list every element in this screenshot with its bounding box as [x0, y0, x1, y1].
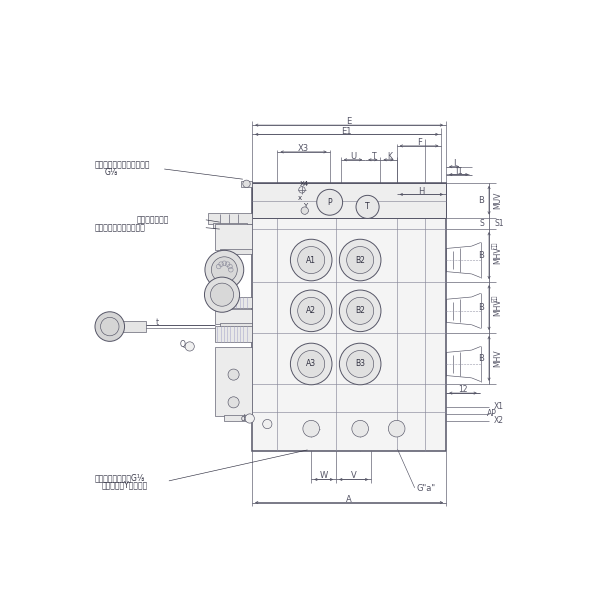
Bar: [220, 323, 252, 328]
Bar: [224, 415, 252, 421]
Circle shape: [317, 190, 343, 215]
Circle shape: [228, 397, 239, 408]
Text: 振分: 振分: [492, 295, 497, 302]
Text: パイロットポートG⅛: パイロットポートG⅛: [95, 473, 145, 482]
Text: H: H: [418, 187, 425, 196]
Text: A: A: [346, 495, 352, 504]
Text: （裏面）（Yポート）: （裏面）（Yポート）: [102, 481, 148, 490]
Circle shape: [340, 290, 381, 332]
Text: I: I: [453, 159, 455, 168]
Circle shape: [301, 207, 308, 214]
Text: Q: Q: [180, 340, 185, 349]
Text: U: U: [350, 152, 356, 161]
Circle shape: [263, 419, 272, 428]
Bar: [252, 183, 446, 218]
Text: B: B: [479, 196, 484, 205]
Text: MUV: MUV: [493, 191, 502, 209]
Text: V: V: [351, 471, 356, 480]
Text: X4: X4: [300, 181, 309, 187]
Bar: [215, 298, 252, 308]
Text: 12: 12: [458, 385, 468, 394]
Circle shape: [243, 180, 250, 187]
Text: A1: A1: [306, 256, 316, 265]
Text: S1: S1: [494, 219, 504, 228]
Text: G⅛: G⅛: [104, 168, 118, 177]
Circle shape: [290, 239, 332, 281]
Text: X1: X1: [494, 403, 503, 412]
Circle shape: [388, 421, 405, 437]
Circle shape: [245, 414, 254, 423]
Text: B: B: [479, 303, 484, 312]
Text: AP: AP: [487, 409, 497, 418]
Circle shape: [298, 247, 325, 274]
Bar: [215, 326, 252, 342]
Bar: [215, 309, 252, 324]
Text: B3: B3: [355, 359, 365, 368]
Circle shape: [340, 239, 381, 281]
Text: T: T: [371, 152, 376, 161]
Text: E1: E1: [341, 127, 352, 136]
Circle shape: [298, 350, 325, 377]
Circle shape: [298, 298, 325, 325]
Text: パイロットポート（上面）: パイロットポート（上面）: [95, 161, 151, 170]
Text: X3: X3: [298, 144, 309, 153]
Text: X2: X2: [494, 416, 503, 425]
Text: 最高圧力制限用止めねじ: 最高圧力制限用止めねじ: [95, 223, 146, 232]
Text: MHV: MHV: [493, 350, 502, 367]
Text: B: B: [479, 354, 484, 363]
Text: Y: Y: [304, 203, 308, 209]
Circle shape: [228, 369, 239, 380]
Text: B: B: [479, 251, 484, 260]
Bar: [208, 214, 252, 224]
Bar: [213, 223, 247, 228]
Text: MHV: MHV: [493, 299, 502, 316]
Text: B2: B2: [355, 256, 365, 265]
Text: F: F: [416, 138, 422, 147]
Circle shape: [356, 196, 379, 218]
Text: B2: B2: [355, 307, 365, 316]
Text: 振分: 振分: [492, 241, 497, 249]
Text: A2: A2: [306, 307, 316, 316]
Circle shape: [340, 343, 381, 385]
Text: T: T: [365, 202, 370, 211]
Text: E: E: [346, 118, 352, 127]
Text: A3: A3: [306, 359, 316, 368]
Circle shape: [347, 247, 374, 274]
Bar: [220, 249, 252, 254]
Bar: [252, 183, 446, 451]
Text: P: P: [328, 198, 332, 207]
Bar: [215, 224, 252, 250]
Circle shape: [290, 343, 332, 385]
Text: ねじ式圧力調整: ねじ式圧力調整: [137, 215, 169, 224]
Text: G"a": G"a": [416, 484, 435, 493]
Bar: [116, 322, 146, 332]
Circle shape: [205, 250, 244, 289]
Circle shape: [290, 290, 332, 332]
Circle shape: [303, 421, 320, 437]
Text: x: x: [298, 195, 302, 201]
Text: I1: I1: [455, 167, 463, 176]
Circle shape: [185, 342, 194, 351]
Text: MHV: MHV: [493, 247, 502, 265]
Text: t: t: [156, 318, 159, 327]
Bar: [241, 181, 252, 187]
Circle shape: [352, 421, 368, 437]
Circle shape: [347, 298, 374, 325]
Circle shape: [211, 283, 233, 306]
Text: W: W: [320, 471, 328, 480]
Bar: [215, 347, 252, 416]
Text: S: S: [479, 219, 484, 228]
Text: K: K: [387, 152, 392, 161]
Circle shape: [211, 257, 237, 283]
Circle shape: [205, 277, 239, 312]
Circle shape: [347, 350, 374, 377]
Text: d: d: [241, 414, 245, 423]
Circle shape: [95, 312, 125, 341]
